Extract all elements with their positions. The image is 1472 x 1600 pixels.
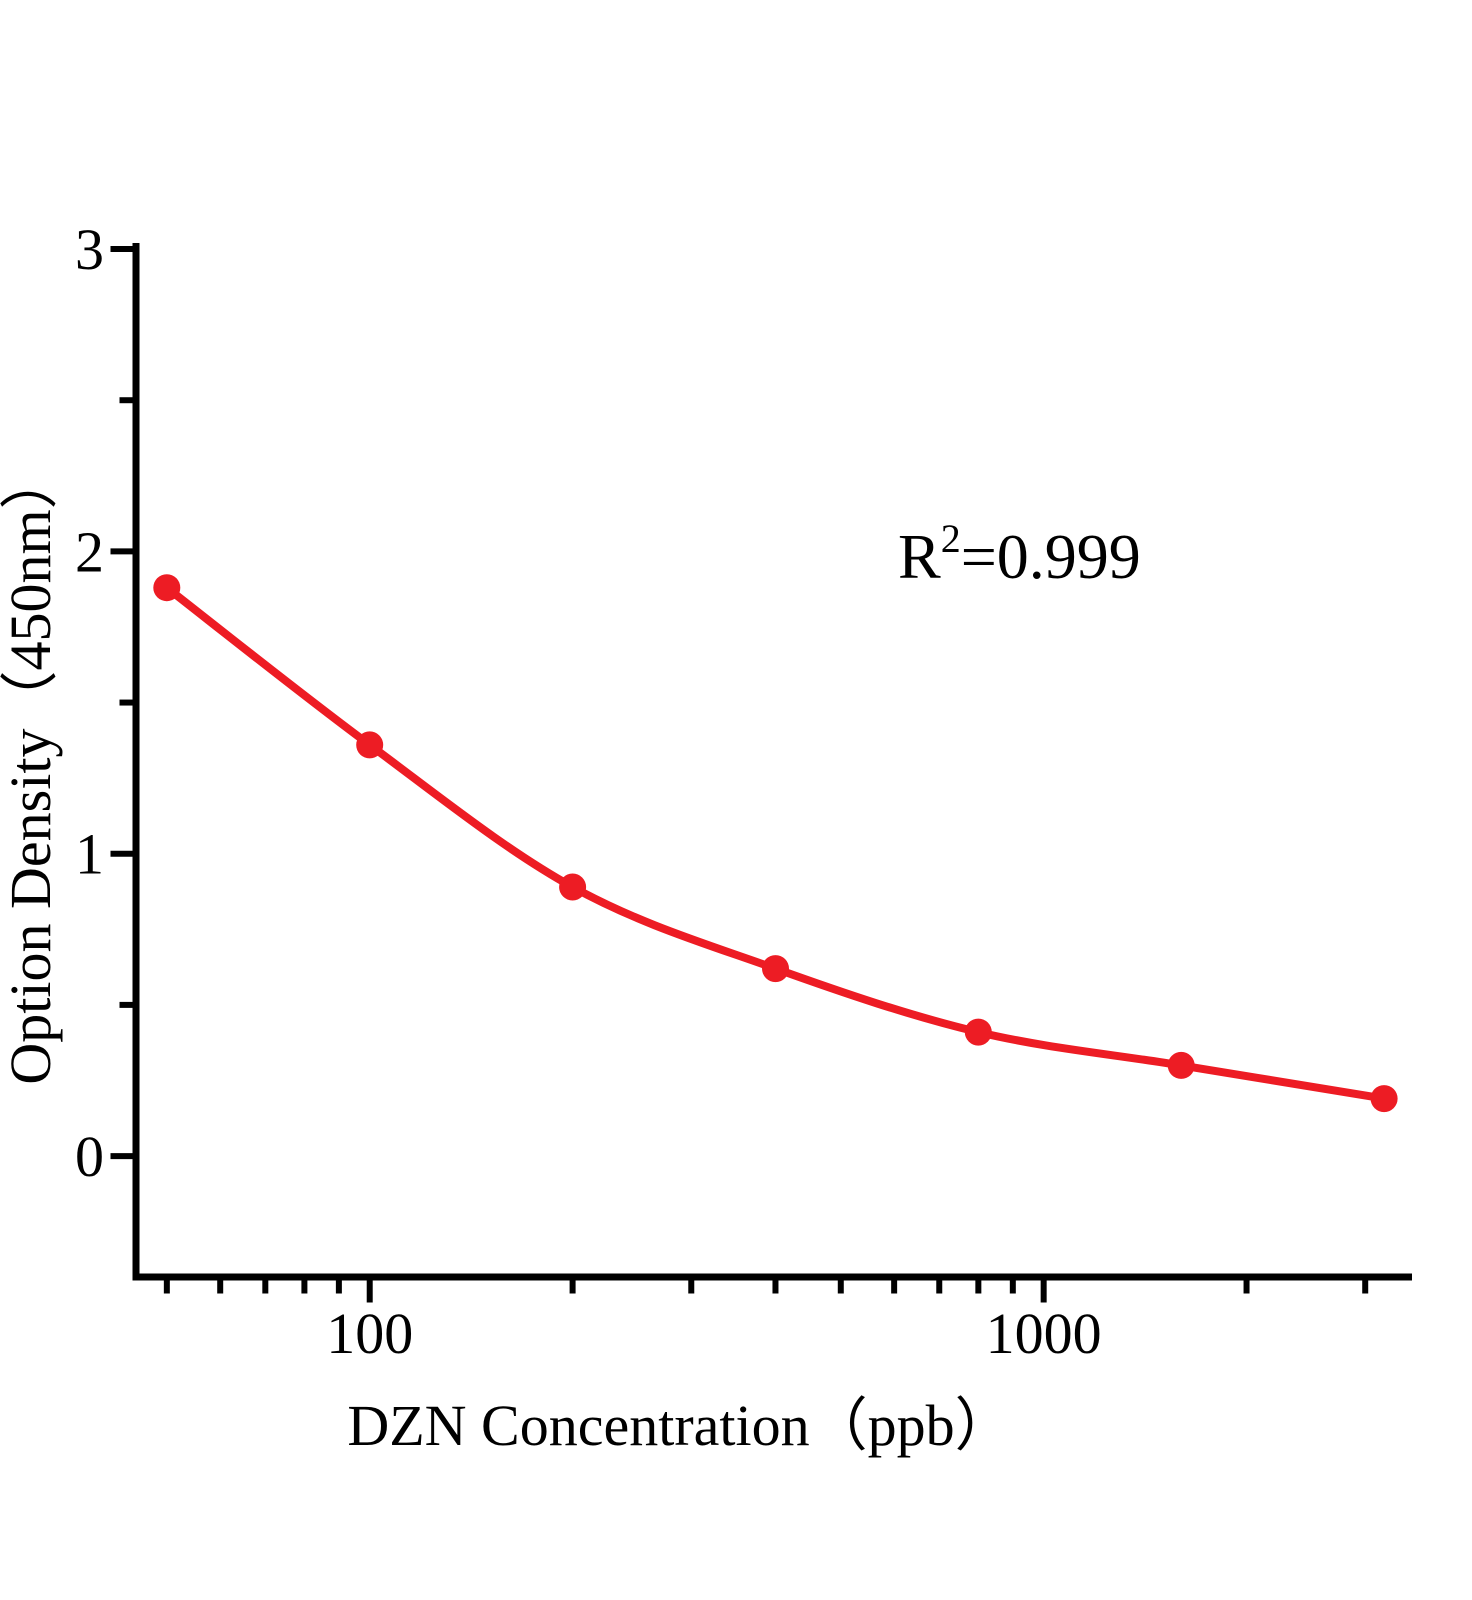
data-point — [559, 873, 587, 901]
x-tick-label: 1000 — [986, 1301, 1102, 1366]
axis-ticks — [110, 246, 1369, 1303]
data-point — [1370, 1085, 1398, 1113]
fit-curve-path — [162, 583, 1389, 1103]
y-axis-title: Option Density（450nm） — [0, 451, 63, 1084]
data-point — [356, 731, 384, 759]
r-squared-superscript: 2 — [941, 516, 961, 561]
r-squared-base: R — [898, 521, 941, 592]
axes — [132, 243, 1412, 1281]
data-point — [762, 955, 789, 983]
data-point — [964, 1018, 992, 1046]
r-squared-value: =0.999 — [961, 521, 1141, 592]
axis-spines — [132, 243, 1412, 1281]
x-tick-label: 100 — [326, 1301, 413, 1366]
r-squared-annotation: R2=0.999 — [898, 516, 1141, 592]
x-axis-title: DZN Concentration（ppb） — [347, 1393, 1012, 1458]
data-points — [153, 574, 1398, 1113]
data-point — [1167, 1051, 1195, 1079]
tick-labels: 0 1 2 3 100 1000 — [75, 217, 1102, 1366]
y-tick-label: 1 — [75, 822, 104, 887]
y-tick-label: 2 — [75, 519, 104, 584]
y-tick-label: 3 — [75, 217, 104, 282]
data-point — [153, 574, 181, 602]
fit-curve — [162, 583, 1389, 1103]
y-tick-label: 0 — [75, 1124, 104, 1189]
